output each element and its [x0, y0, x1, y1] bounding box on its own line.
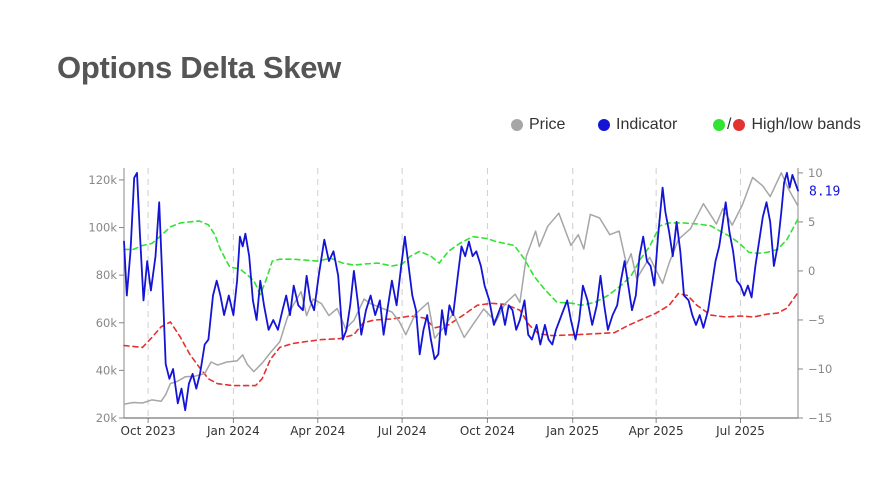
legend-label-bands: High/low bands [751, 116, 861, 133]
left-tick-label: 40k [96, 363, 118, 377]
x-tick-label: Oct 2023 [121, 424, 176, 438]
legend-item-bands[interactable]: / High/low bands [713, 116, 861, 134]
legend-label-indicator: Indicator [616, 116, 678, 133]
legend-separator: / [727, 116, 732, 133]
right-tick-label: 0 [808, 264, 815, 278]
grid-lines [147, 168, 742, 418]
legend-label-price: Price [529, 116, 566, 133]
chart-legend: Price Indicator / High/low bands [0, 116, 893, 136]
series-line-low-band [123, 291, 799, 387]
x-tick-label: Jul 2024 [377, 424, 427, 438]
series-line-price [123, 172, 799, 405]
x-tick-label: Apr 2025 [629, 424, 684, 438]
series-lines [123, 172, 799, 412]
right-tick-label: −15 [808, 411, 832, 425]
left-tick-label: 100k [88, 221, 117, 235]
indicator-last-value: 8.19 [809, 185, 840, 200]
x-tick-label: Oct 2024 [460, 424, 515, 438]
axes [119, 168, 803, 423]
chart-title: Options Delta Skew [57, 50, 341, 85]
left-tick-label: 80k [96, 268, 118, 282]
series-line-indicator [123, 172, 799, 412]
right-tick-label: −10 [808, 362, 832, 376]
price-legend-dot [511, 119, 523, 131]
x-tick-label: Jul 2025 [715, 424, 765, 438]
right-tick-label: 10 [808, 166, 823, 180]
left-tick-label: 60k [96, 316, 118, 330]
legend-item-indicator[interactable]: Indicator [598, 116, 677, 134]
series-line-high-band [123, 218, 799, 307]
indicator-legend-dot [598, 119, 610, 131]
high-band-legend-dot [713, 119, 725, 131]
x-tick-label: Jan 2024 [206, 424, 260, 438]
axis-labels: Oct 2023 Jan 2024 Apr 2024 Jul 2024 Oct 2024… [88, 166, 840, 438]
left-tick-label: 120k [88, 173, 117, 187]
left-tick-label: 20k [96, 411, 118, 425]
legend-item-price[interactable]: Price [511, 116, 565, 134]
low-band-legend-dot [733, 119, 746, 131]
x-tick-label: Jan 2025 [545, 424, 599, 438]
right-tick-label: 5 [808, 215, 815, 229]
x-tick-label: Apr 2024 [290, 424, 345, 438]
right-tick-label: −5 [808, 313, 825, 327]
